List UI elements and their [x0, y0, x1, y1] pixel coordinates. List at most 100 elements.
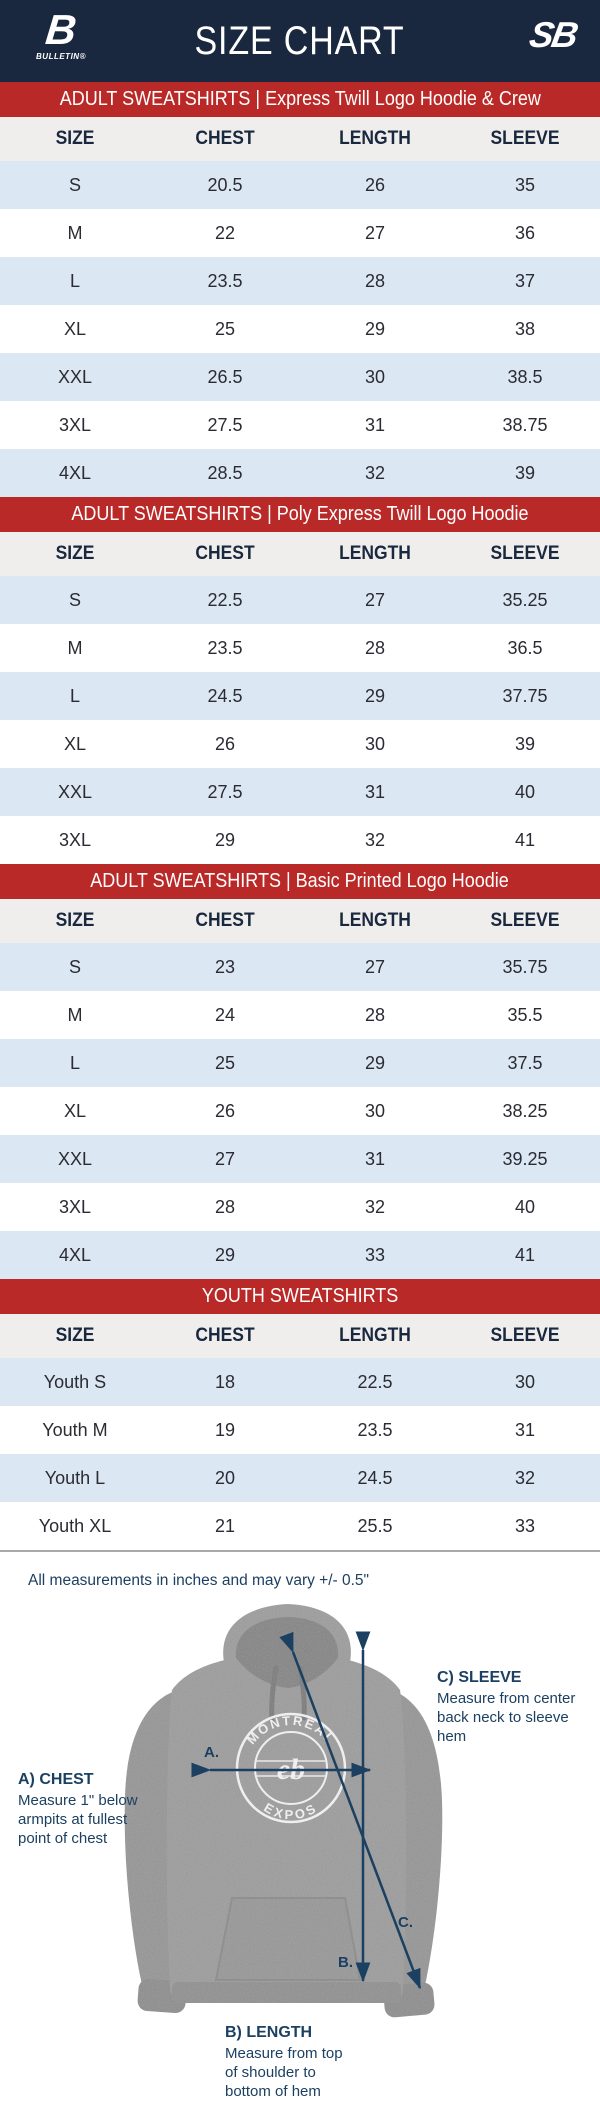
value-cell: 22	[214, 222, 236, 243]
section-header: ADULT SWEATSHIRTS | Poly Express Twill L…	[0, 497, 600, 532]
value-cell: 27	[364, 589, 386, 610]
value-cell: 39	[514, 462, 536, 483]
size-cell: 3XL	[58, 829, 92, 850]
section-header: YOUTH SWEATSHIRTS	[0, 1279, 600, 1314]
value-cell: 35	[514, 174, 536, 195]
chest-arrow-letter: A.	[204, 1744, 219, 1761]
chest-label-body: Measure 1" below armpits at fullest poin…	[18, 1792, 138, 1847]
value-cell: 32	[364, 462, 386, 483]
table-row: XL 26 30 38.25	[0, 1087, 600, 1135]
value-cell: 23	[214, 956, 236, 977]
table-row: M 23.5 28 36.5	[0, 624, 600, 672]
value-cell: 25.5	[357, 1515, 393, 1536]
table-row: 4XL 29 33 41	[0, 1231, 600, 1279]
value-cell: 31	[364, 414, 386, 435]
size-cell: M	[67, 1004, 83, 1025]
table-row: XL 26 30 39	[0, 720, 600, 768]
value-cell: 26	[214, 1100, 236, 1121]
measurement-diagram: MONTRÉAL EXPOS eb A. B. C. A) CHEST Meas…	[0, 1598, 600, 2098]
size-cell: L	[69, 685, 80, 706]
sleeve-arrow	[279, 1631, 422, 1990]
value-cell: 30	[364, 1100, 386, 1121]
value-cell: 35.75	[502, 956, 548, 977]
section-title: YOUTH SWEATSHIRTS	[201, 1285, 399, 1307]
sleeve-arrow-letter: C.	[398, 1914, 413, 1931]
value-cell: 21	[214, 1515, 236, 1536]
value-cell: 30	[364, 733, 386, 754]
value-cell: 27.5	[207, 781, 243, 802]
size-cell: XL	[63, 733, 87, 754]
length-label-title: B) LENGTH	[225, 2024, 313, 2041]
table-row: Youth L 20 24.5 32	[0, 1454, 600, 1502]
value-cell: 24.5	[357, 1467, 393, 1488]
value-cell: 23.5	[207, 637, 243, 658]
section-title: ADULT SWEATSHIRTS | Poly Express Twill L…	[71, 503, 529, 525]
chest-label: A) CHEST Measure 1" below armpits at ful…	[18, 1770, 168, 1848]
hoodie-hem	[172, 1982, 401, 2003]
size-cell: Youth M	[42, 1419, 108, 1440]
table-row: 3XL 28 32 40	[0, 1183, 600, 1231]
sb-monogram-icon: SB	[526, 14, 580, 55]
value-cell: 39	[514, 733, 536, 754]
size-cell: M	[67, 637, 83, 658]
table-row: L 23.5 28 37	[0, 257, 600, 305]
table-row: 3XL 29 32 41	[0, 816, 600, 864]
value-cell: 29	[214, 1244, 236, 1265]
value-cell: 37.5	[507, 1052, 543, 1073]
value-cell: 33	[364, 1244, 386, 1265]
value-cell: 41	[514, 829, 536, 850]
column-header: SLEEVE	[490, 543, 560, 564]
column-header-row: SIZE CHEST LENGTH SLEEVE	[0, 117, 600, 161]
value-cell: 30	[364, 366, 386, 387]
value-cell: 27.5	[207, 414, 243, 435]
page-header: B BULLETIN® SIZE CHART SB	[0, 0, 600, 82]
size-cell: M	[67, 222, 83, 243]
value-cell: 20	[214, 1467, 236, 1488]
size-cell: S	[68, 956, 81, 977]
value-cell: 25	[214, 318, 236, 339]
value-cell: 35.5	[507, 1004, 543, 1025]
column-header: LENGTH	[339, 128, 411, 149]
size-cell: 4XL	[58, 1244, 92, 1265]
table-row: L 24.5 29 37.75	[0, 672, 600, 720]
column-header: SIZE	[55, 543, 95, 564]
size-cell: XXL	[57, 1148, 93, 1169]
value-cell: 22.5	[207, 589, 243, 610]
section-header: ADULT SWEATSHIRTS | Express Twill Logo H…	[0, 82, 600, 117]
value-cell: 23.5	[357, 1419, 393, 1440]
sleeve-label-title: C) SLEEVE	[437, 1669, 522, 1686]
column-header: CHEST	[195, 1325, 255, 1346]
column-header-row: SIZE CHEST LENGTH SLEEVE	[0, 532, 600, 576]
value-cell: 40	[514, 1196, 536, 1217]
length-arrow-letter: B.	[338, 1954, 353, 1971]
value-cell: 26	[364, 174, 386, 195]
size-cell: L	[69, 1052, 80, 1073]
size-cell: 4XL	[58, 462, 92, 483]
page-title: SIZE CHART	[194, 18, 406, 63]
table-row: 4XL 28.5 32 39	[0, 449, 600, 497]
size-cell: XL	[63, 1100, 87, 1121]
column-header: SLEEVE	[490, 1325, 560, 1346]
table-row: XXL 27 31 39.25	[0, 1135, 600, 1183]
value-cell: 29	[364, 1052, 386, 1073]
value-cell: 39.25	[502, 1148, 548, 1169]
table-row: 3XL 27.5 31 38.75	[0, 401, 600, 449]
value-cell: 27	[214, 1148, 236, 1169]
value-cell: 29	[214, 829, 236, 850]
value-cell: 41	[514, 1244, 536, 1265]
section-header: ADULT SWEATSHIRTS | Basic Printed Logo H…	[0, 864, 600, 899]
table-row: XL 25 29 38	[0, 305, 600, 353]
value-cell: 31	[364, 1148, 386, 1169]
value-cell: 27	[364, 956, 386, 977]
size-cell: S	[68, 589, 81, 610]
value-cell: 28.5	[207, 462, 243, 483]
table-row: S 20.5 26 35	[0, 161, 600, 209]
column-header: CHEST	[195, 543, 255, 564]
size-cell: 3XL	[58, 1196, 92, 1217]
table-row: S 23 27 35.75	[0, 943, 600, 991]
value-cell: 25	[214, 1052, 236, 1073]
column-header: LENGTH	[339, 1325, 411, 1346]
value-cell: 37	[514, 270, 536, 291]
table-row: M 24 28 35.5	[0, 991, 600, 1039]
